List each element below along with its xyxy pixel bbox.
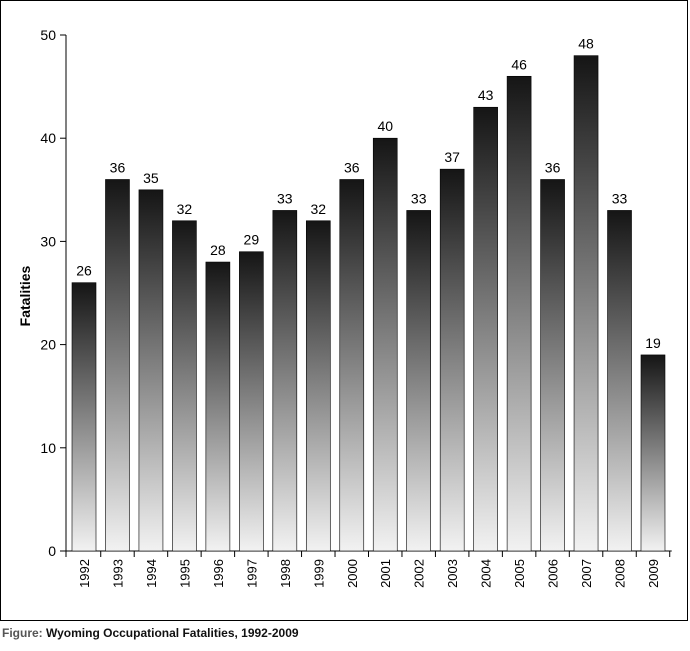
value-label-2005: 46 [511, 56, 527, 72]
x-tick-label-2008: 2008 [613, 559, 628, 588]
y-tick-label: 0 [48, 543, 56, 559]
bar-2002 [406, 210, 432, 552]
chart-title: Wyoming Occupational Fatalities, 1992-20… [46, 626, 299, 640]
bar-2005 [506, 75, 532, 552]
value-label-2008: 33 [612, 190, 628, 206]
bar-1998 [272, 210, 298, 552]
y-tick-label: 10 [40, 440, 56, 456]
bar-2008 [607, 210, 632, 552]
value-label-1995: 32 [177, 201, 193, 217]
y-tick-label: 20 [40, 337, 56, 353]
value-label-1992: 26 [76, 263, 92, 279]
y-tick-label: 50 [40, 27, 56, 43]
x-tick-label-2007: 2007 [579, 559, 594, 588]
caption-prefix: Figure: [2, 626, 43, 640]
value-label-1996: 28 [210, 242, 226, 258]
bar-2009 [640, 354, 666, 552]
x-tick-label-2002: 2002 [412, 559, 427, 588]
bar-2000 [339, 179, 365, 552]
axes: 0 10 20 30 40 50 1992 1993 1994 1995 1996 1997 1998 1… [40, 27, 672, 588]
x-tick-label-1993: 1993 [110, 559, 125, 588]
bar-1997 [239, 251, 264, 552]
x-tick-label-2003: 2003 [445, 559, 460, 588]
bar-1993 [105, 179, 130, 552]
y-tick-label: 30 [40, 233, 56, 249]
value-label-1993: 36 [110, 159, 126, 175]
value-label-1998: 33 [277, 190, 293, 206]
x-tick-label-1996: 1996 [211, 559, 226, 588]
x-tick-label-1995: 1995 [177, 559, 192, 588]
bar-1992 [71, 282, 97, 552]
x-tick-label-1997: 1997 [244, 559, 259, 588]
value-label-2007: 48 [578, 36, 594, 52]
bar-chart: 0 10 20 30 40 50 1992 1993 1994 1995 1996 1997 1998 1… [17, 27, 672, 588]
bar-2001 [372, 137, 398, 552]
bar-2003 [439, 168, 465, 552]
value-label-2004: 43 [478, 87, 494, 103]
value-label-2002: 33 [411, 190, 427, 206]
x-tick-label-1998: 1998 [278, 559, 293, 588]
x-tick-label-1994: 1994 [144, 559, 159, 588]
value-label-2001: 40 [377, 118, 393, 134]
x-tick-label-2006: 2006 [546, 559, 561, 588]
bar-1995 [172, 220, 197, 552]
value-label-2009: 19 [645, 335, 661, 351]
figure-caption: Figure: Wyoming Occupational Fatalities,… [2, 626, 299, 640]
value-label-1999: 32 [311, 201, 327, 217]
value-label-1994: 35 [143, 170, 159, 186]
x-tick-label-1999: 1999 [311, 559, 326, 588]
data-labels: 26 36 35 32 28 29 33 32 36 40 33 37 43 46 36 48 33 19 [76, 36, 661, 351]
bars [71, 55, 666, 552]
x-tick-label-2009: 2009 [646, 559, 661, 588]
chart-frame [0, 0, 688, 621]
bar-1994 [138, 189, 164, 552]
x-tick-label-2001: 2001 [378, 559, 393, 588]
y-axis-label: Fatalities [17, 265, 33, 326]
value-label-2003: 37 [444, 149, 460, 165]
value-label-2006: 36 [545, 159, 561, 175]
y-tick-label: 40 [40, 130, 56, 146]
x-tick-label-2000: 2000 [345, 559, 360, 588]
x-tick-label-2005: 2005 [512, 559, 527, 588]
bar-1996 [205, 261, 231, 552]
bar-2006 [540, 179, 565, 552]
bar-2004 [473, 106, 498, 552]
bar-2007 [573, 55, 599, 552]
x-tick-label-1992: 1992 [77, 559, 92, 588]
x-tick-label-2004: 2004 [479, 559, 494, 588]
value-label-2000: 36 [344, 159, 360, 175]
bar-1999 [305, 220, 331, 552]
value-label-1997: 29 [244, 232, 260, 248]
